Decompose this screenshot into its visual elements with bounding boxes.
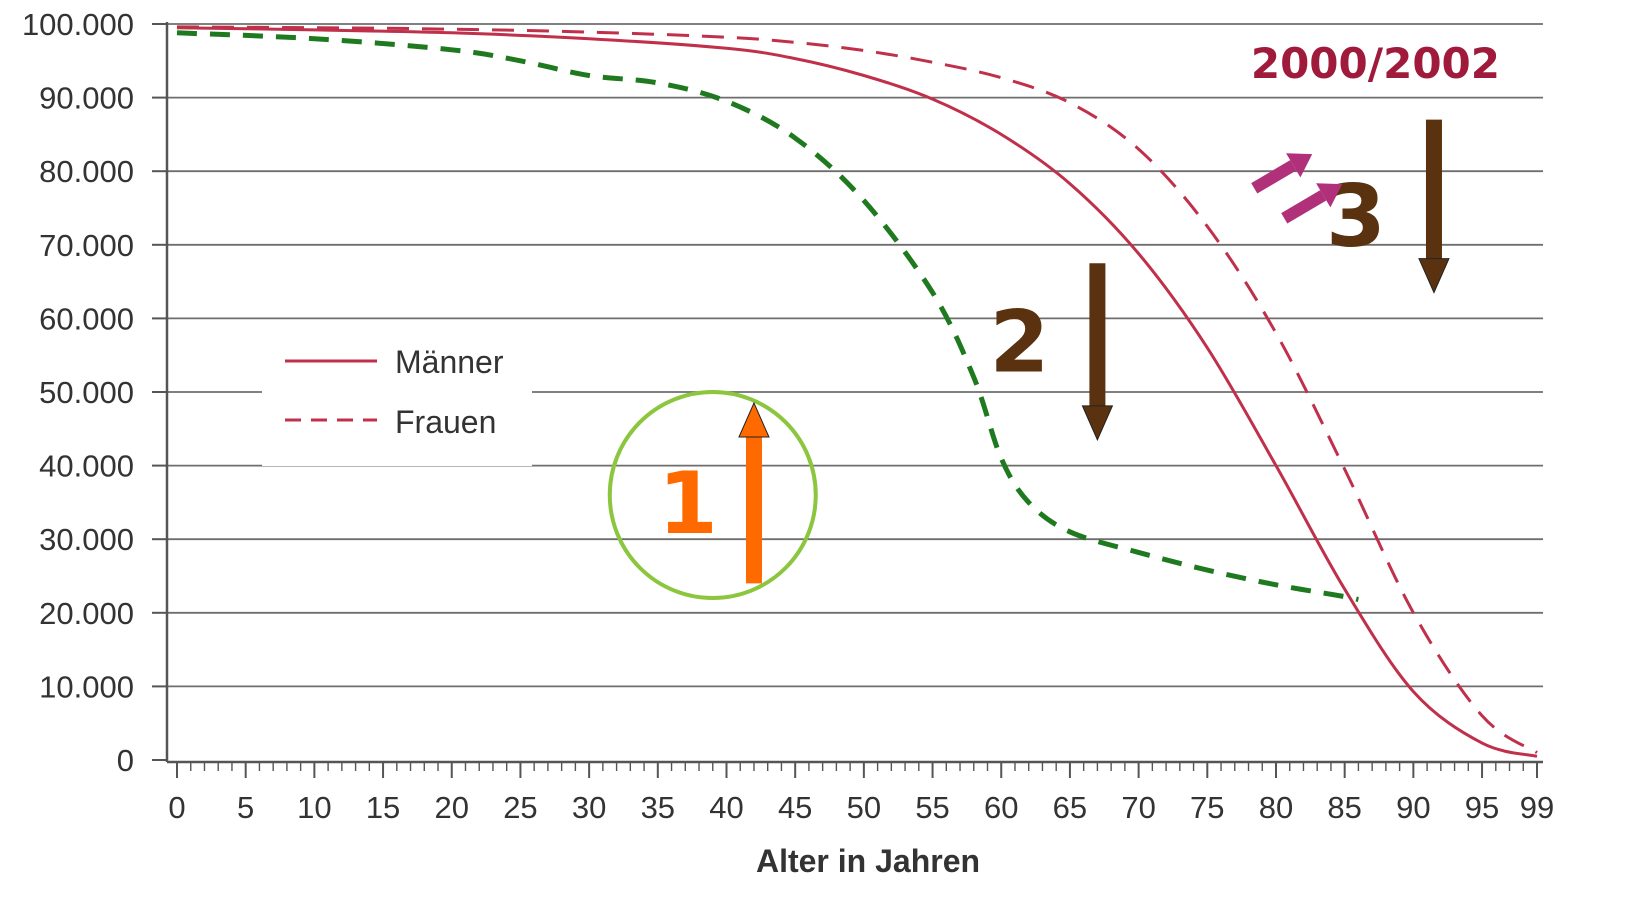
- y-tick-label: 90.000: [39, 81, 134, 116]
- double-arrow: [1251, 153, 1343, 224]
- double-arrow-shaft: [1281, 190, 1327, 224]
- annotations: 1 2 3: [607, 119, 1450, 601]
- x-tick-label: 35: [641, 790, 675, 825]
- x-tick-label: 25: [503, 790, 537, 825]
- y-tick-label: 40.000: [39, 449, 134, 484]
- x-tick-label: 95: [1465, 790, 1499, 825]
- annotation-label-3: 3: [1326, 167, 1386, 267]
- y-tick-label: 0: [117, 743, 134, 778]
- x-tick-label: 65: [1053, 790, 1087, 825]
- x-tick-label: 20: [435, 790, 469, 825]
- x-tick-label: 99: [1520, 790, 1554, 825]
- legend: Männer Frauen: [262, 330, 532, 466]
- legend-label-maenner: Männer: [395, 344, 504, 380]
- y-tick-labels: 0 10.000 20.000 30.000 40.000 50.000 60.000 70.…: [22, 7, 134, 778]
- y-tick-label: 10.000: [39, 669, 134, 704]
- x-tick-label: 80: [1259, 790, 1293, 825]
- x-tick-labels: 0 5 10 15 20 25 30 35 40 45 50 55 60 65 70 75 80 85 90 95 99: [168, 790, 1554, 825]
- highlight-circle: [607, 390, 818, 601]
- annotation-arrow-2: [1081, 263, 1114, 442]
- annotation-label-2: 2: [989, 293, 1049, 393]
- x-tick-label: 75: [1190, 790, 1224, 825]
- x-tick-label: 5: [237, 790, 254, 825]
- annotation-arrow-1-head: [738, 401, 770, 438]
- y-tick-label: 70.000: [39, 228, 134, 263]
- series-lines: [176, 25, 1538, 758]
- annotation-arrow-2-head: [1081, 405, 1114, 442]
- chart-title: 2000/2002: [1251, 39, 1500, 88]
- x-tick-label: 45: [778, 790, 812, 825]
- x-tick-label: 70: [1121, 790, 1155, 825]
- series-line-maenner: [176, 26, 1538, 758]
- y-tick-label: 50.000: [39, 375, 134, 410]
- y-tick-label: 80.000: [39, 154, 134, 189]
- x-tick-label: 10: [297, 790, 331, 825]
- grid-lines: [152, 23, 1543, 778]
- annotation-arrow-3: [1418, 119, 1450, 294]
- x-axis-label: Alter in Jahren: [756, 843, 980, 879]
- x-tick-label: 55: [915, 790, 949, 825]
- series-line-frauen: [176, 25, 1538, 754]
- legend-label-frauen: Frauen: [395, 404, 496, 440]
- legend-background: [262, 330, 532, 466]
- double-arrow-head: [1316, 183, 1343, 208]
- x-tick-label: 30: [572, 790, 606, 825]
- x-tick-label: 50: [847, 790, 881, 825]
- double-arrow-head: [1286, 153, 1313, 178]
- x-tick-label: 0: [168, 790, 185, 825]
- x-tick-label: 60: [984, 790, 1018, 825]
- y-tick-label: 100.000: [22, 7, 134, 42]
- axes: [165, 22, 1543, 764]
- y-tick-label: 20.000: [39, 596, 134, 631]
- x-tick-label: 85: [1327, 790, 1361, 825]
- x-tick-label: 90: [1396, 790, 1430, 825]
- x-tick-label: 40: [709, 790, 743, 825]
- y-tick-label: 60.000: [39, 301, 134, 336]
- double-arrow-shaft: [1251, 160, 1297, 194]
- annotation-arrow-1: [738, 401, 770, 584]
- series-line-annotation: [176, 30, 1359, 603]
- y-tick-label: 30.000: [39, 522, 134, 557]
- annotation-arrow-3-head: [1418, 258, 1450, 294]
- annotation-label-1: 1: [658, 454, 718, 554]
- x-tick-label: 15: [366, 790, 400, 825]
